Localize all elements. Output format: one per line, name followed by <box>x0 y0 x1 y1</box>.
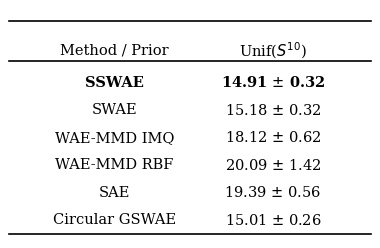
Text: 18.12 $\pm$ 0.62: 18.12 $\pm$ 0.62 <box>225 130 321 145</box>
Text: 19.39 $\pm$ 0.56: 19.39 $\pm$ 0.56 <box>225 185 321 200</box>
Text: Unif($S^{10}$): Unif($S^{10}$) <box>239 40 307 61</box>
Text: Method / Prior: Method / Prior <box>60 43 169 58</box>
Text: SWAE: SWAE <box>92 103 137 117</box>
Text: SAE: SAE <box>99 186 130 200</box>
Text: 15.18 $\pm$ 0.32: 15.18 $\pm$ 0.32 <box>225 103 321 118</box>
Text: SSWAE: SSWAE <box>85 76 144 90</box>
Text: Circular GSWAE: Circular GSWAE <box>53 213 176 227</box>
Text: 14.91 $\pm$ 0.32: 14.91 $\pm$ 0.32 <box>221 75 325 90</box>
Text: 15.01 $\pm$ 0.26: 15.01 $\pm$ 0.26 <box>225 213 321 228</box>
Text: WAE-MMD RBF: WAE-MMD RBF <box>55 158 174 172</box>
Text: 20.09 $\pm$ 1.42: 20.09 $\pm$ 1.42 <box>225 158 321 173</box>
Text: WAE-MMD IMQ: WAE-MMD IMQ <box>55 131 174 145</box>
